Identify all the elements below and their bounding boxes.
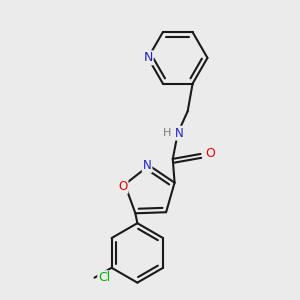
Text: O: O [206, 147, 215, 161]
Text: N: N [143, 159, 152, 172]
Text: N: N [175, 127, 184, 140]
Text: Cl: Cl [98, 271, 110, 284]
Text: H: H [163, 128, 171, 138]
Text: O: O [118, 180, 128, 193]
Text: N: N [143, 51, 153, 64]
